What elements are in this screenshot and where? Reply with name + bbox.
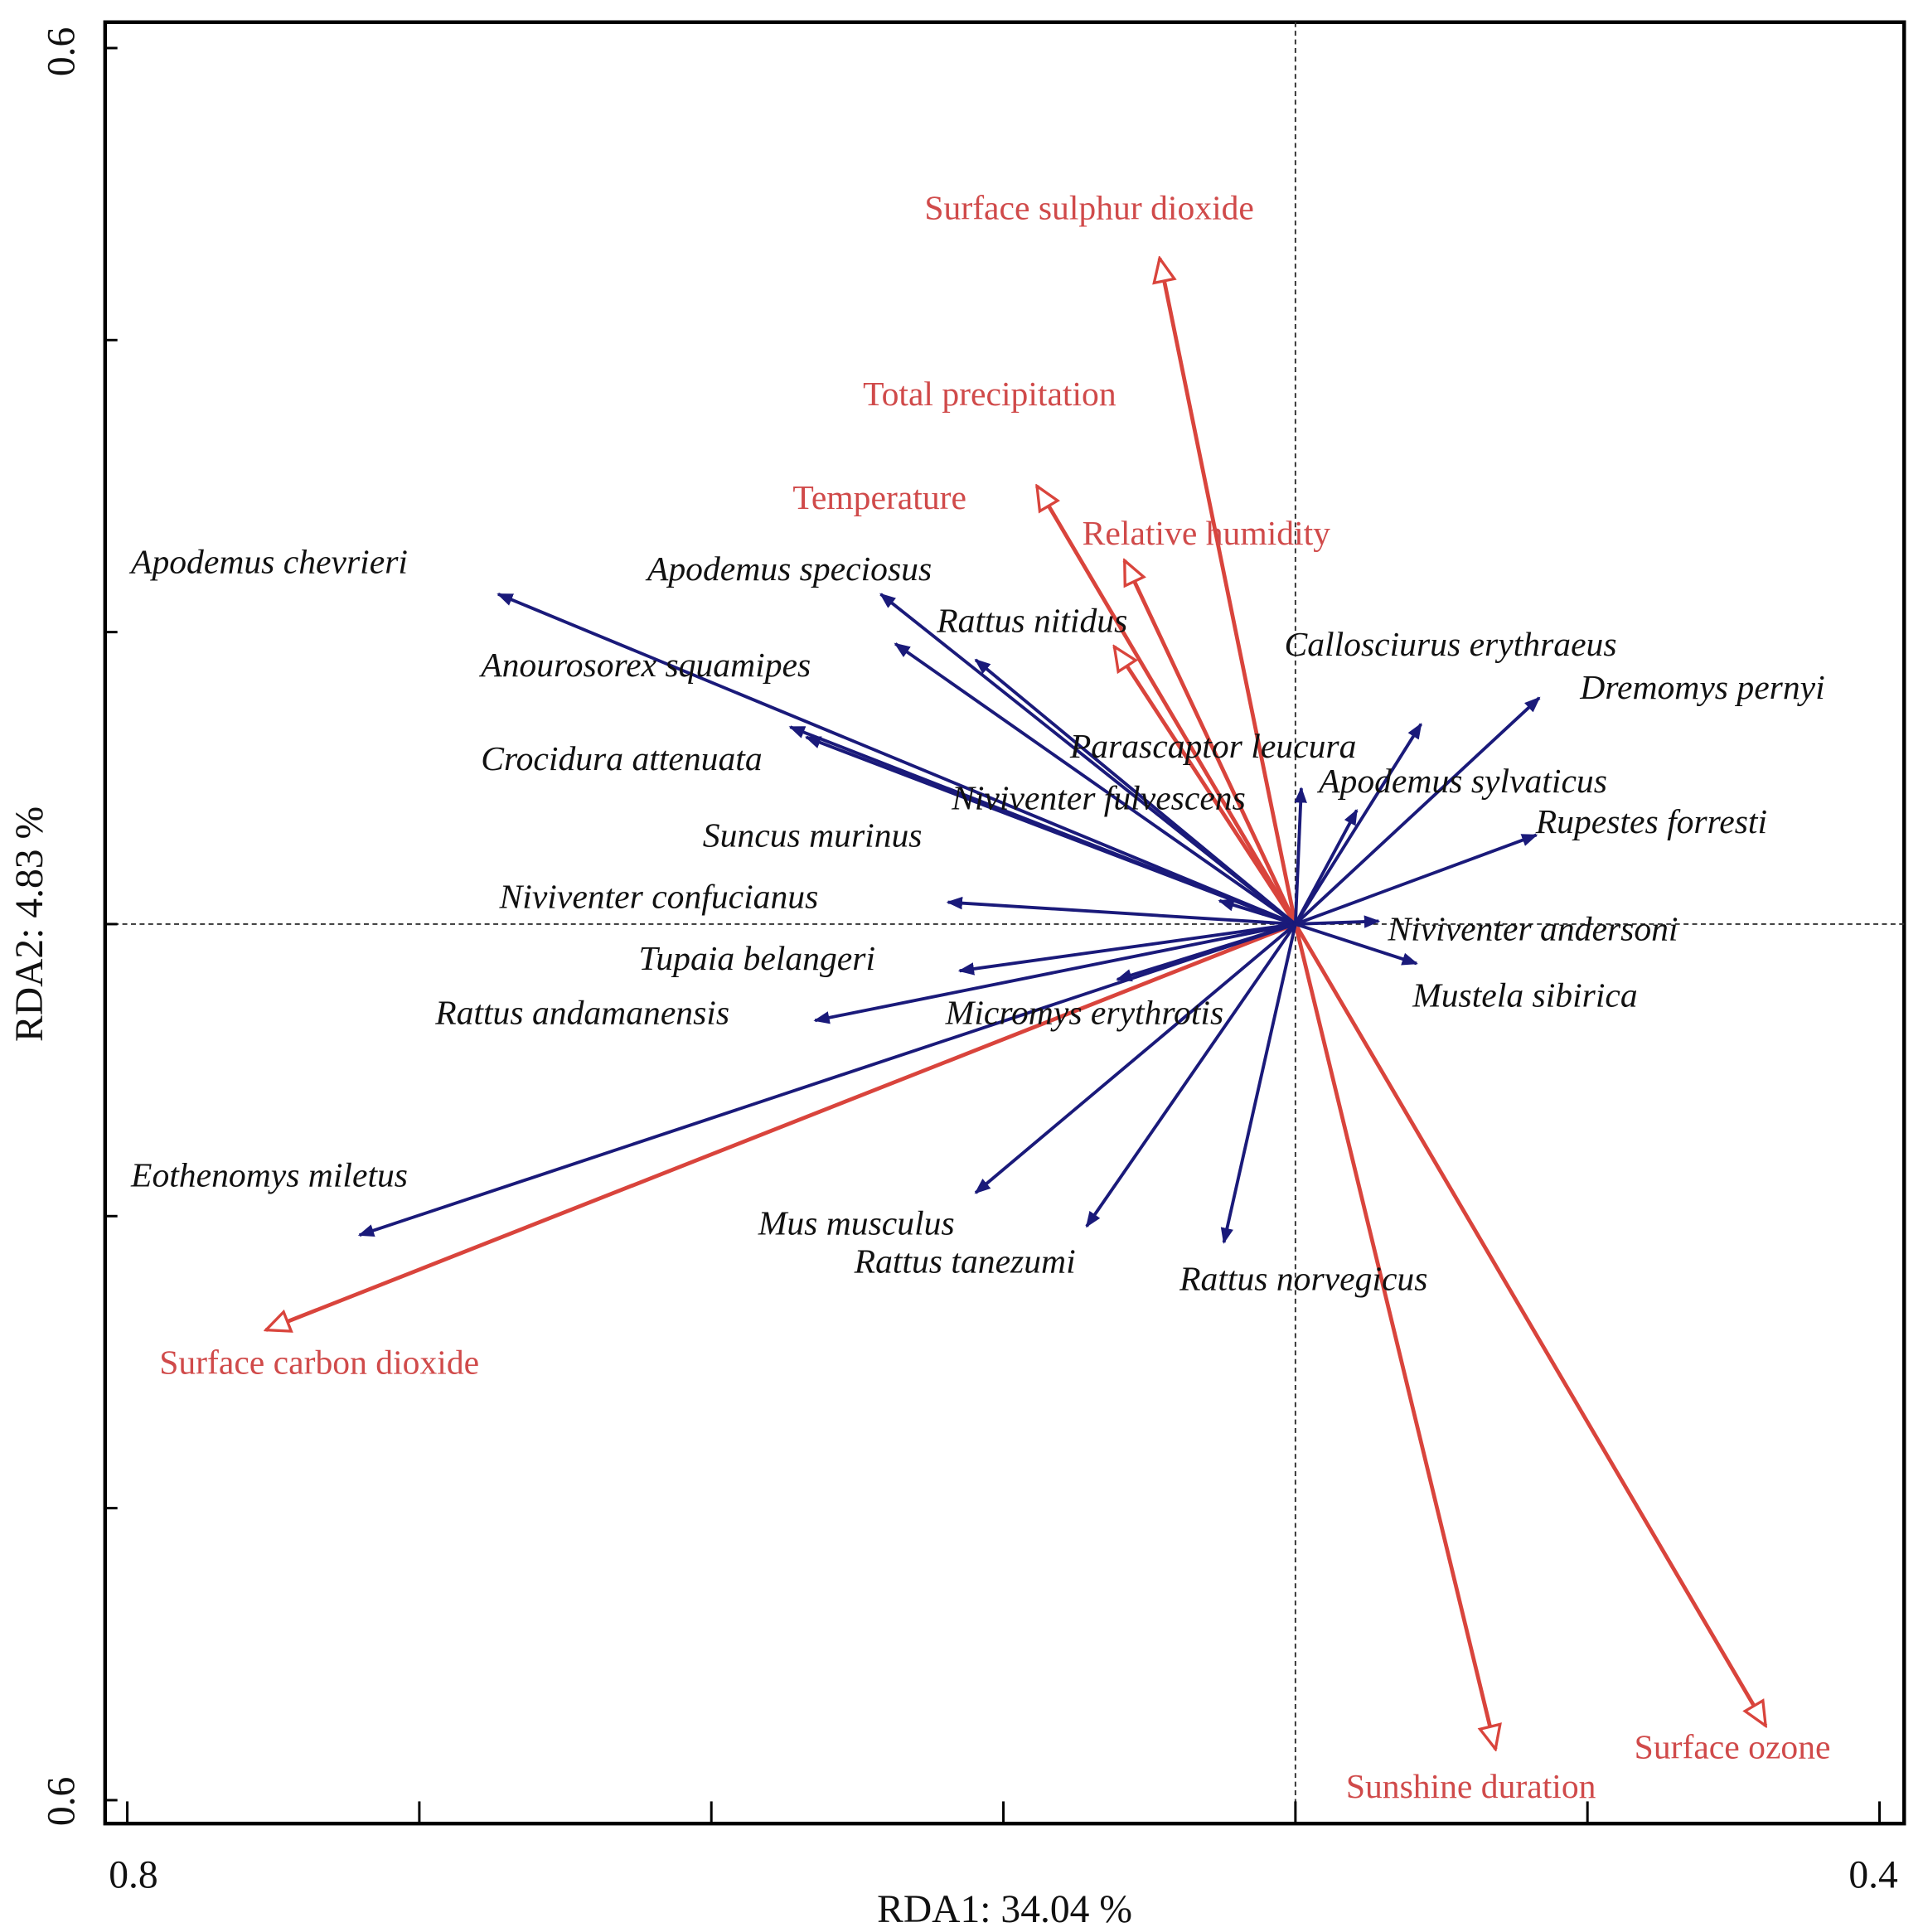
env-label: Surface sulphur dioxide [924, 190, 1254, 228]
species-arrow [879, 593, 1297, 926]
species-label: Niviventer andersoni [1387, 910, 1678, 948]
species-arrow [1295, 915, 1381, 928]
env-arrow [266, 922, 1296, 1330]
species-arrow [1294, 696, 1541, 926]
env-arrow [1293, 922, 1766, 1726]
x-tick-label-right: 0.4 [1848, 1853, 1898, 1896]
env-label: Relative humidity [1083, 515, 1331, 553]
env-arrow [1037, 486, 1297, 926]
species-label: Rattus nitidus [936, 603, 1127, 641]
env-arrow [1114, 646, 1297, 926]
env-label: Temperature [792, 479, 966, 517]
species-label: Mustela sibirica [1412, 977, 1638, 1015]
env-arrow [1160, 259, 1298, 925]
species-arrow [496, 593, 1296, 926]
species-label: Apodemus sylvaticus [1316, 763, 1607, 801]
species-arrow [974, 922, 1297, 1194]
species-label: Suncus murinus [703, 816, 923, 855]
species-arrow [1085, 922, 1297, 1228]
species-label: Tupaia belangeri [639, 940, 875, 978]
env-arrow [1293, 923, 1495, 1749]
species-arrow [1295, 922, 1418, 966]
env-label: Total precipitation [863, 375, 1117, 414]
env-arrow [1122, 560, 1298, 925]
species-arrow [1294, 722, 1423, 925]
species-label: Parascaptor leucura [1069, 728, 1357, 766]
species-arrow [1295, 833, 1538, 926]
species-label: Niviventer fulvescens [951, 780, 1246, 818]
env-label: Sunshine duration [1346, 1768, 1596, 1806]
species-label: Rupestes forresti [1535, 803, 1767, 841]
species-arrow [357, 922, 1296, 1237]
species-label: Rattus andamanensis [434, 994, 729, 1032]
env-label: Surface carbon dioxide [159, 1344, 479, 1382]
species-label: Rattus norvegicus [1179, 1260, 1427, 1298]
species-label: Callosciurus erythraeus [1284, 626, 1616, 664]
env-label: Surface ozone [1635, 1728, 1831, 1766]
species-label: Eothenomys miletus [130, 1157, 408, 1195]
species-arrow [894, 642, 1296, 926]
species-arrow [1218, 898, 1296, 926]
species-label: Mus musculus [758, 1205, 955, 1243]
species-label: Apodemus speciosus [645, 550, 932, 588]
species-label: Micromys erythrotis [945, 994, 1224, 1032]
species-label: Apodemus chevrieri [128, 543, 408, 581]
x-tick-label-left: 0.8 [109, 1853, 157, 1896]
species-arrow [1293, 787, 1307, 925]
species-arrow [957, 922, 1296, 976]
species-label: Niviventer confucianus [499, 879, 819, 917]
species-label: Anourosorex squamipes [478, 646, 811, 685]
species-arrow [1220, 923, 1297, 1244]
y-tick-label-bottom: 0.6 [41, 1777, 84, 1826]
species-label: Dremomys pernyi [1579, 669, 1824, 707]
species-label: Crocidura attenuata [481, 740, 762, 778]
species-arrow [946, 896, 1296, 926]
species-arrow [1294, 808, 1359, 925]
y-tick-label-top: 0.6 [41, 27, 84, 76]
x-axis-label: RDA1: 34.04 % [877, 1888, 1132, 1931]
species-arrow [804, 735, 1296, 926]
y-axis-label: RDA2: 4.83 % [8, 806, 51, 1042]
species-arrow [813, 922, 1296, 1024]
species-label: Rattus tanezumi [854, 1243, 1076, 1281]
species-arrow [974, 658, 1297, 926]
